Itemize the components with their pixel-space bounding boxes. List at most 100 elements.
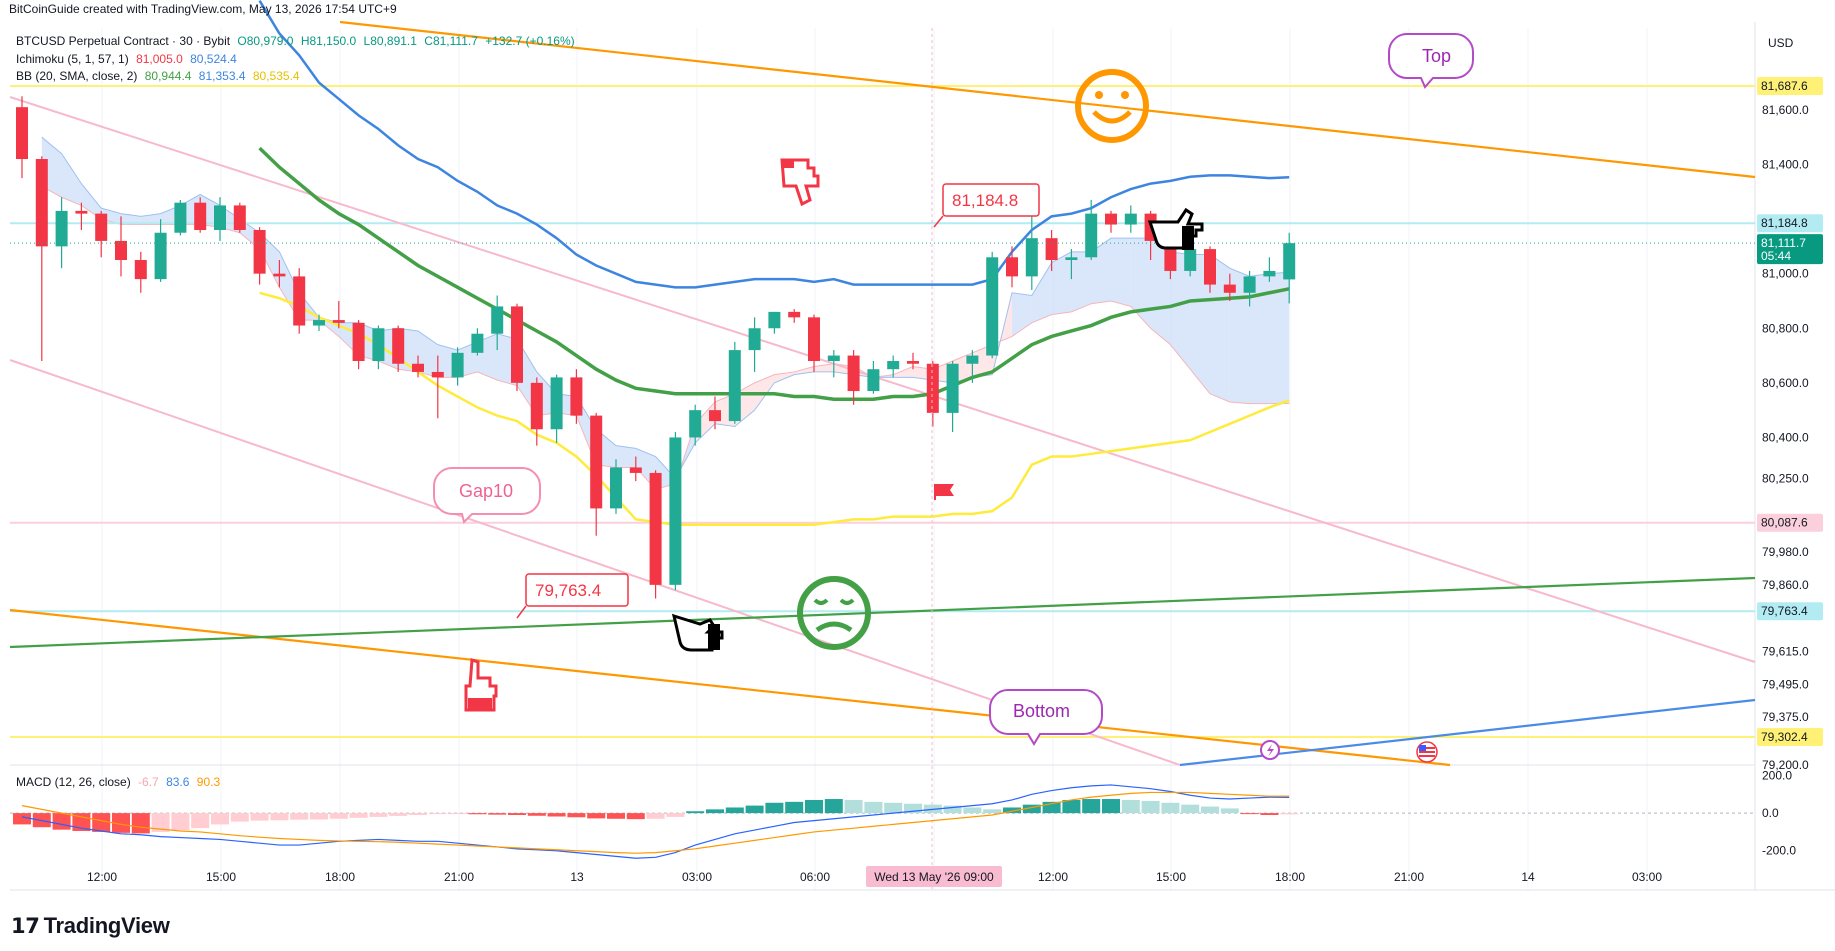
candle[interactable] [412, 355, 424, 378]
candle[interactable] [1223, 273, 1236, 301]
price-badge[interactable]: 81,111.705:44 [1757, 234, 1823, 265]
pink-trendline-lower[interactable] [9, 359, 1181, 766]
price-axis[interactable]: 81,600.0 81,400.0 81,184.8 81,000.0 80,800.0… [1757, 76, 1823, 772]
candle[interactable] [194, 197, 207, 233]
candle[interactable] [16, 96, 28, 179]
time-axis[interactable]: 12:00 15:00 18:00 21:00 13 03:00 06:00 12:00 15:… [87, 866, 1662, 887]
macd-name[interactable]: MACD (12, 26, close) [16, 775, 131, 789]
bb-upper-line[interactable] [258, 0, 1290, 289]
candle[interactable] [669, 431, 682, 591]
candle[interactable] [748, 317, 761, 372]
candle[interactable] [1105, 210, 1117, 233]
candle[interactable] [372, 325, 385, 370]
candle[interactable] [867, 361, 880, 394]
ichimoku-name[interactable]: Ichimoku (5, 1, 57, 1) [16, 52, 129, 66]
candle[interactable] [610, 459, 622, 514]
candle[interactable] [431, 355, 444, 419]
lightning-event-icon[interactable] [1260, 740, 1280, 760]
currency-label[interactable]: USD [1768, 36, 1794, 50]
orange-trendline-upper[interactable] [339, 20, 1756, 179]
price-badge[interactable]: 79,302.4 [1757, 728, 1823, 747]
candle[interactable] [55, 197, 68, 269]
candle[interactable] [1124, 205, 1137, 233]
orange-trendline-lower[interactable] [9, 608, 1451, 767]
candle[interactable] [313, 314, 325, 331]
symbol-name[interactable]: BTCUSD Perpetual Contract · 30 · Bybit [16, 34, 231, 48]
candle[interactable] [1006, 246, 1018, 288]
candle[interactable] [768, 311, 781, 334]
candle[interactable] [649, 470, 662, 599]
price-badge[interactable]: 81,687.6 [1757, 76, 1823, 95]
candle[interactable] [35, 156, 48, 362]
macd-legend[interactable]: MACD (12, 26, close) -6.7 83.6 90.3 [16, 775, 224, 789]
candle[interactable] [154, 219, 167, 282]
candle[interactable] [511, 303, 523, 392]
green-trendline[interactable] [9, 576, 1756, 649]
gap10-callout[interactable]: Gap10 [433, 467, 541, 524]
high-price-tag[interactable]: 81,184.8 [933, 183, 1040, 228]
pink-trendline-upper[interactable] [9, 96, 1756, 663]
candle[interactable] [471, 328, 484, 356]
candle[interactable] [174, 199, 187, 236]
candle[interactable] [709, 396, 721, 430]
candle[interactable] [808, 314, 820, 372]
candle[interactable] [788, 309, 801, 323]
top-callout[interactable]: Top [1388, 33, 1474, 89]
candle[interactable] [75, 202, 88, 230]
candle[interactable] [115, 216, 127, 277]
candle[interactable] [392, 325, 405, 372]
candle[interactable] [352, 320, 365, 370]
candle[interactable] [1025, 213, 1038, 291]
us-flag-event-icon[interactable] [1416, 741, 1438, 763]
candle[interactable] [550, 374, 563, 443]
sad-emoji-icon[interactable] [797, 576, 871, 650]
candle[interactable] [966, 350, 979, 383]
flag-icon[interactable] [934, 484, 954, 500]
hand-pointer-icon[interactable] [1147, 207, 1204, 250]
candle[interactable] [233, 202, 246, 233]
candle[interactable] [214, 197, 226, 241]
price-badge[interactable]: 80,087.6 [1757, 513, 1823, 532]
symbol-legend[interactable]: BTCUSD Perpetual Contract · 30 · Bybit O… [16, 34, 579, 48]
candle[interactable] [273, 260, 286, 288]
macd-line[interactable] [21, 784, 1290, 859]
candle[interactable] [986, 251, 999, 359]
candle[interactable] [1283, 232, 1296, 304]
candle[interactable] [134, 251, 147, 293]
bb-name[interactable]: BB (20, SMA, close, 2) [16, 69, 138, 83]
candle[interactable] [827, 350, 840, 378]
bb-basis-line[interactable] [258, 146, 1290, 401]
candle[interactable] [887, 355, 900, 378]
ichimoku-legend[interactable]: Ichimoku (5, 1, 57, 1) 81,005.0 80,524.4 [16, 52, 241, 66]
candle[interactable] [907, 352, 919, 370]
bb-legend[interactable]: BB (20, SMA, close, 2) 80,944.4 81,353.4… [16, 69, 304, 83]
hand-up-icon[interactable] [464, 657, 498, 712]
candle[interactable] [451, 347, 464, 386]
candle[interactable] [1065, 249, 1078, 280]
candle[interactable] [590, 412, 603, 536]
candle[interactable] [1204, 246, 1216, 293]
candle[interactable] [95, 210, 108, 258]
candle[interactable] [926, 361, 939, 427]
price-badge[interactable]: 79,763.4 [1757, 602, 1823, 621]
bb-lower-line[interactable] [259, 291, 1290, 527]
candle[interactable] [491, 295, 504, 351]
candle[interactable] [847, 350, 860, 405]
candle[interactable] [689, 404, 702, 446]
candle[interactable] [1263, 257, 1276, 282]
candle[interactable] [629, 456, 642, 482]
hand-pointer-icon[interactable] [671, 613, 724, 652]
candle[interactable] [728, 341, 741, 424]
candle[interactable] [570, 369, 583, 424]
bottom-callout[interactable]: Bottom [989, 689, 1103, 746]
candle[interactable] [332, 300, 345, 329]
smile-emoji-icon[interactable] [1075, 69, 1149, 143]
macd-signal-line[interactable] [21, 791, 1290, 854]
low-price-tag[interactable]: 79,763.4 [516, 573, 629, 619]
candle[interactable] [530, 377, 543, 446]
tradingview-logo[interactable]: 𝟭𝟳 TradingView [11, 913, 170, 939]
candle[interactable] [946, 361, 959, 432]
candle[interactable] [1085, 199, 1098, 261]
price-badge[interactable]: 81,184.8 [1757, 214, 1823, 233]
